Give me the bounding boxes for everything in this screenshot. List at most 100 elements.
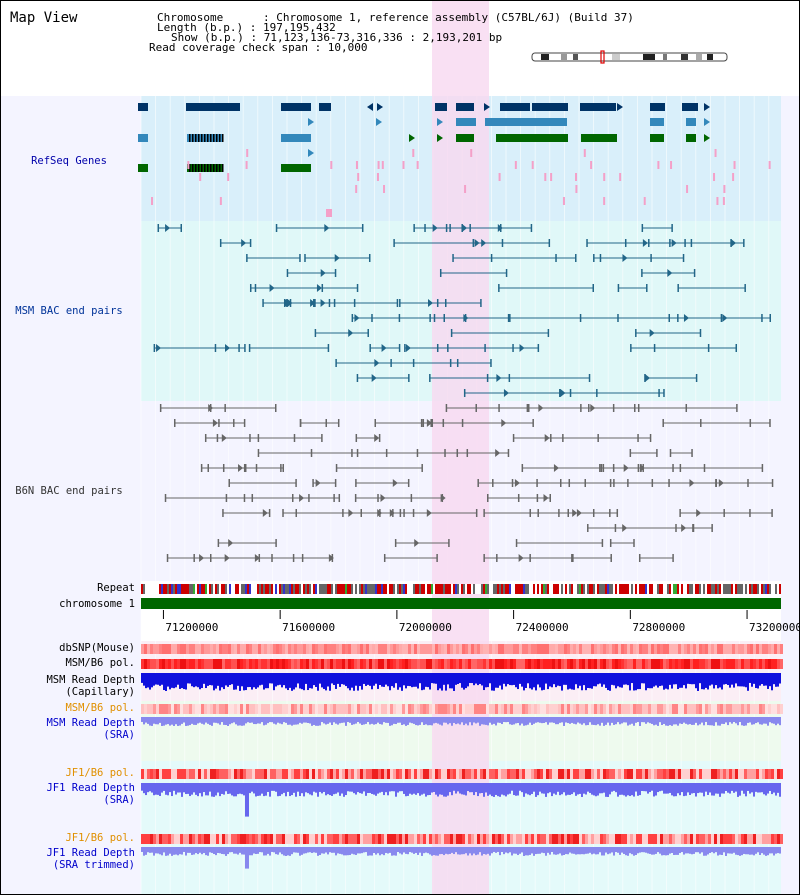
depth-bar [639,717,641,726]
bac-arrow [199,554,205,562]
est-mark [187,161,190,169]
depth-bar [523,847,525,856]
depth-bar [271,847,273,852]
heat-cell [465,644,468,654]
heat-cell [579,704,582,714]
depth-bar [519,673,521,684]
depth-bar [549,717,551,723]
repeat-mark [417,584,419,594]
depth-bar [281,847,283,855]
depth-bar [705,783,707,792]
depth-bar [303,717,305,723]
heat-cell [504,659,507,669]
heat-cell [414,659,417,669]
heat-cell [342,834,345,844]
heat-cell [441,659,444,669]
depth-bar [429,673,431,690]
repeat-mark [617,584,619,594]
heat-cell [237,704,240,714]
depth-bar [487,847,489,854]
heat-cell [486,704,489,714]
heat-cell [270,644,273,654]
heat-cell [648,644,651,654]
heat-cell [753,769,756,779]
repeat-mark [659,584,661,594]
depth-bar [231,717,233,724]
heat-cell [294,769,297,779]
bac-arrow [645,374,651,382]
depth-bar [239,783,241,794]
repeat-mark [555,584,557,594]
heat-cell [687,644,690,654]
repeat-mark [199,584,201,594]
heat-cell [327,834,330,844]
track-label-refseq[interactable]: RefSeq Genes [31,155,107,167]
depth-bar [531,717,533,725]
depth-bar [257,847,259,854]
heat-cell [771,769,774,779]
heat-cell [693,644,696,654]
depth-bar [519,783,521,791]
track-label-msm-bac[interactable]: MSM BAC end pairs [15,305,123,317]
heat-cell [204,769,207,779]
est-mark [464,185,467,193]
repeat-mark [693,584,695,594]
depth-bar [205,673,207,689]
heat-cell [666,704,669,714]
heat-cell [504,704,507,714]
depth-bar [515,783,517,796]
repeat-mark [605,584,607,594]
depth-bar [457,847,459,855]
repeat-mark [401,584,403,594]
depth-bar [493,717,495,724]
depth-bar [661,783,663,791]
depth-bar [329,847,331,853]
heat-cell [549,834,552,844]
heat-cell [687,659,690,669]
repeat-mark [377,584,379,594]
depth-bar [149,783,151,792]
depth-bar [329,717,331,723]
heat-cell [534,704,537,714]
header-chromosome: Chromosome : Chromosome 1, reference ass… [157,11,634,24]
ideogram-band [612,54,620,60]
heat-cell [222,834,225,844]
depth-bar [185,673,187,690]
depth-bar [649,717,651,724]
heat-cell [237,834,240,844]
depth-bar [395,783,397,797]
bac-arrow [503,389,509,397]
heat-cell [315,659,318,669]
depth-bar [145,717,147,723]
depth-bar [363,847,365,853]
depth-bar [153,783,155,796]
repeat-mark [561,584,563,594]
repeat-mark [353,584,355,594]
depth-bar [283,783,285,793]
depth-bar [653,717,655,726]
repeat-mark [325,584,327,594]
heat-cell [567,644,570,654]
heat-cell [489,659,492,669]
depth-bar [217,847,219,853]
heat-cell [717,769,720,779]
depth-bar [169,783,171,793]
repeat-mark [319,584,321,594]
depth-bar [591,717,593,725]
heat-cell [747,659,750,669]
depth-bar [357,783,359,793]
depth-bar [617,783,619,797]
depth-bar [249,847,251,856]
track-label-b6n-bac[interactable]: B6N BAC end pairs [15,485,123,497]
depth-bar [685,673,687,689]
heat-cell [420,644,423,654]
depth-bar [179,847,181,855]
heat-cell [309,659,312,669]
depth-bar [215,847,217,856]
heat-cell [603,834,606,844]
repeat-mark [239,584,241,594]
heat-cell [702,834,705,844]
depth-bar [319,717,321,726]
heat-cell [684,834,687,844]
